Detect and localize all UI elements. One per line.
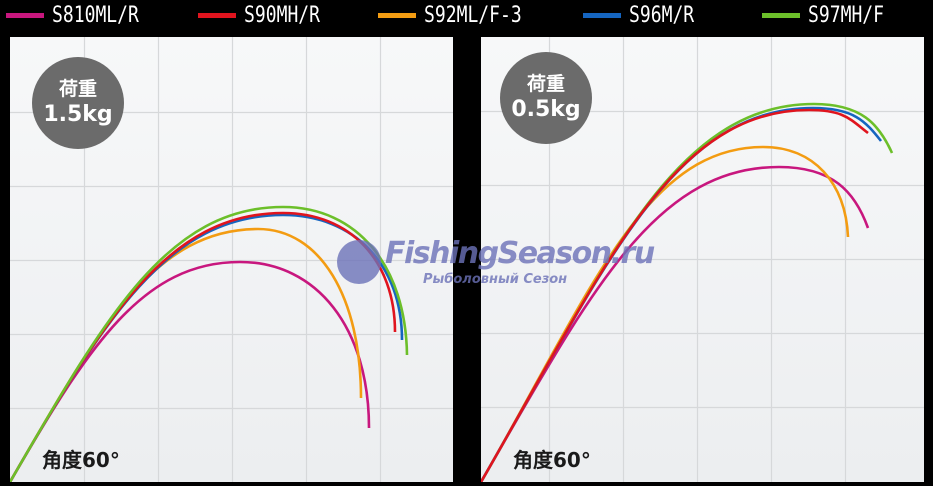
load-value: 1.5kg <box>43 102 113 127</box>
bend-panel-0-5kg: 荷重 0.5kg 角度60° <box>481 37 924 482</box>
legend-label: S810ML/R <box>52 2 139 28</box>
bend-curve-s90mhr <box>481 108 869 482</box>
bend-curve-s90mhr <box>10 211 397 482</box>
bend-curve-s96mr <box>10 213 404 482</box>
bend-curves <box>481 37 924 482</box>
legend: S810ML/R S90MH/R S92ML/F-3 S96M/R S97MH/… <box>0 0 933 32</box>
bend-curve-s810mlr <box>481 165 870 482</box>
legend-item-s96mr: S96M/R <box>583 2 708 28</box>
angle-label: 角度60° <box>513 448 591 472</box>
legend-label: S92ML/F-3 <box>424 2 522 28</box>
legend-item-s810mlr: S810ML/R <box>6 2 158 28</box>
angle-label: 角度60° <box>42 448 120 472</box>
legend-item-s90mhr: S90MH/R <box>198 2 337 28</box>
legend-label: S97MH/F <box>808 2 885 28</box>
load-badge: 荷重 0.5kg <box>500 52 592 144</box>
bend-curve-s97mhf <box>10 205 409 482</box>
legend-swatch <box>762 12 800 18</box>
bend-curve-s92mlf3 <box>481 145 850 482</box>
legend-label: S90MH/R <box>244 2 321 28</box>
legend-swatch <box>6 12 44 18</box>
load-label: 荷重 <box>58 78 97 100</box>
bend-panel-1-5kg: 荷重 1.5kg 角度60° <box>10 37 453 482</box>
legend-swatch <box>198 12 236 18</box>
bend-curve-s810mlr <box>10 260 371 482</box>
legend-label: S96M/R <box>629 2 695 28</box>
load-label: 荷重 <box>526 73 565 95</box>
load-value: 0.5kg <box>511 97 581 122</box>
legend-item-s97mhf: S97MH/F <box>762 2 901 28</box>
legend-swatch <box>583 12 621 18</box>
legend-item-s92mlf3: S92ML/F-3 <box>378 2 543 28</box>
load-badge: 荷重 1.5kg <box>32 57 124 149</box>
legend-swatch <box>378 12 416 18</box>
